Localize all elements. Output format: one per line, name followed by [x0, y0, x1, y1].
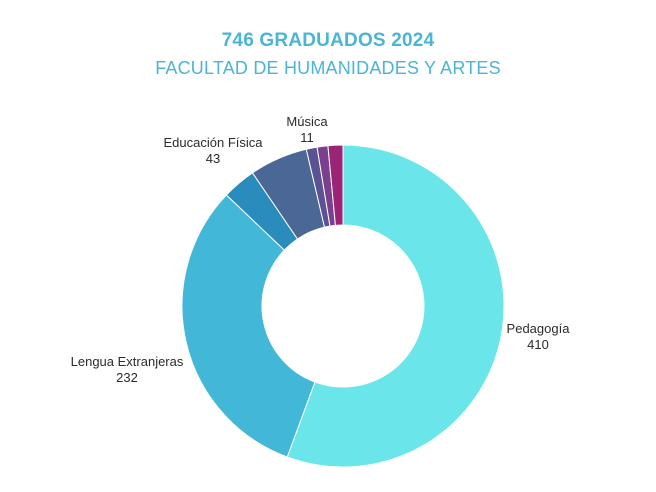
slice-label-educacion-fisica: Educación Física: [164, 135, 264, 150]
slice-value-educacion-fisica: 43: [206, 151, 220, 166]
slice-value-pedagogia: 410: [527, 337, 549, 352]
slice-label-pedagogia: Pedagogía: [507, 321, 571, 336]
chart-title: 746 GRADUADOS 2024: [221, 30, 435, 51]
slice-musica[interactable]: [327, 144, 344, 226]
slice-label-musica: Música: [286, 114, 328, 129]
chart-subtitle: FACULTAD DE HUMANIDADES Y ARTES: [155, 58, 501, 78]
slice-label-lengua-extranjeras: Lengua Extranjeras: [71, 354, 184, 369]
slice-lengua-extranjeras[interactable]: [181, 194, 316, 458]
donut-slices: [181, 144, 505, 468]
slice-value-lengua-extranjeras: 232: [116, 370, 138, 385]
slice-pedagogia[interactable]: [286, 144, 505, 468]
slice-value-musica: 11: [300, 130, 314, 145]
